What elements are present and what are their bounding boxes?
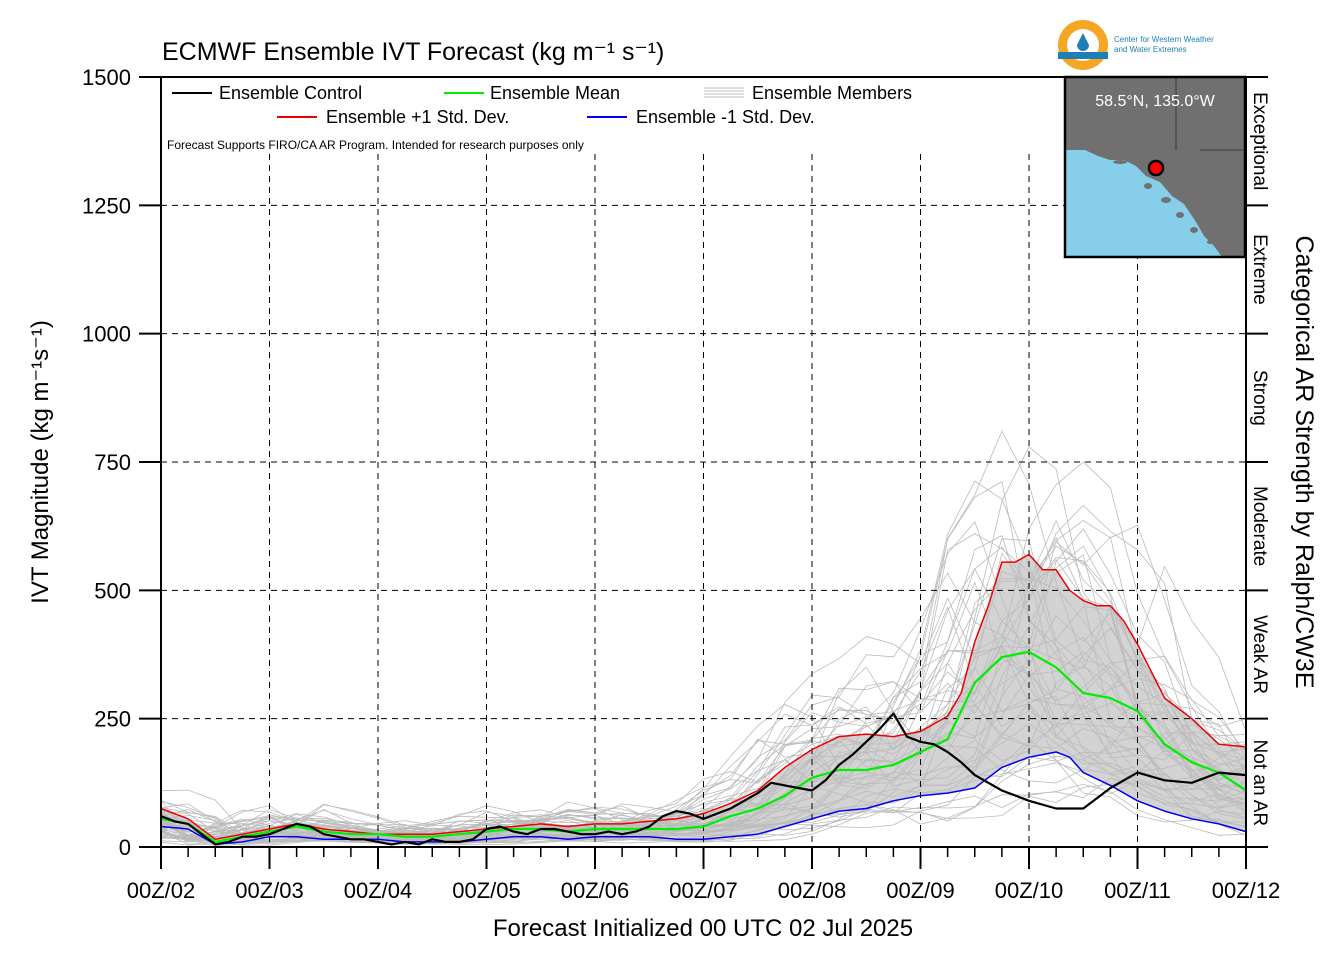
right-axis-label: Categorical AR Strength by Ralph/CW3E (1290, 236, 1318, 689)
y-tick-label: 0 (119, 835, 131, 860)
cw3e-logo: Center for Western Weather and Water Ext… (1058, 20, 1214, 70)
ensemble-member-line (160, 723, 1247, 842)
series-lines (160, 553, 1247, 846)
legend-label-control: Ensemble Control (219, 83, 362, 103)
legend-swatch-members (704, 87, 744, 98)
water-drop-icon (1077, 33, 1089, 51)
y-tick-label: 1500 (82, 65, 131, 90)
x-tick-label: 00Z/11 (1104, 878, 1171, 903)
logo-line1: Center for Western Weather (1114, 35, 1214, 44)
category-label: Not an AR (1249, 740, 1270, 827)
y-tick-label: 1000 (82, 322, 131, 347)
ensemble-mean-line (160, 650, 1247, 843)
ensemble-member-line (160, 446, 1247, 835)
chart-title: ECMWF Ensemble IVT Forecast (kg m⁻¹ s⁻¹) (162, 38, 664, 66)
category-label: Strong (1249, 370, 1270, 426)
category-label: Weak AR (1249, 615, 1270, 694)
legend-label-mean: Ensemble Mean (490, 83, 620, 103)
y-tick-label: 750 (94, 450, 131, 475)
x-tick-label: 00Z/05 (452, 878, 521, 903)
y-axis-label: IVT Magnitude (kg m⁻¹s⁻¹) (27, 320, 54, 604)
x-tick-label: 00Z/06 (561, 878, 630, 903)
map-ocean (1065, 150, 1222, 257)
location-label: 58.5°N, 135.0°W (1095, 93, 1215, 110)
category-label: Exceptional (1249, 92, 1270, 190)
ensemble-member-line (160, 528, 1247, 841)
research-note: Forecast Supports FIRO/CA AR Program. In… (167, 138, 584, 152)
x-tick-label: 00Z/12 (1212, 878, 1281, 903)
category-label: Moderate (1249, 486, 1270, 566)
legend-label-plus-std: Ensemble +1 Std. Dev. (326, 107, 509, 127)
x-tick-label: 00Z/04 (344, 878, 413, 903)
map-borders (1175, 77, 1245, 151)
logo-line2: and Water Extremes (1114, 45, 1187, 54)
legend-label-minus-std: Ensemble -1 Std. Dev. (636, 107, 815, 127)
y-tick-label: 1250 (82, 193, 131, 218)
y-tick-label: 500 (94, 578, 131, 603)
category-label: Extreme (1249, 234, 1270, 305)
x-tick-label: 00Z/07 (669, 878, 738, 903)
x-tick-label: 00Z/03 (235, 878, 304, 903)
legend: Ensemble Control Ensemble Mean Ensemble … (167, 83, 912, 152)
x-tick-label: 00Z/08 (778, 878, 847, 903)
x-tick-label: 00Z/09 (886, 878, 955, 903)
ensemble-control-line (160, 712, 1247, 846)
map-islands (1113, 160, 1213, 244)
x-axis-label: Forecast Initialized 00 UTC 02 Jul 2025 (493, 915, 913, 942)
legend-label-members: Ensemble Members (752, 83, 912, 103)
ensemble-member-line (160, 554, 1247, 839)
x-tick-label: 00Z/02 (127, 878, 196, 903)
map-inset: 58.5°N, 135.0°W (1063, 75, 1247, 259)
location-marker (1147, 159, 1165, 177)
x-tick-label: 00Z/10 (995, 878, 1064, 903)
y-tick-label: 250 (94, 707, 131, 732)
axes: 0 250 500 750 1000 1250 1500 00Z/02 00Z/03 00Z/04… (82, 65, 1280, 903)
